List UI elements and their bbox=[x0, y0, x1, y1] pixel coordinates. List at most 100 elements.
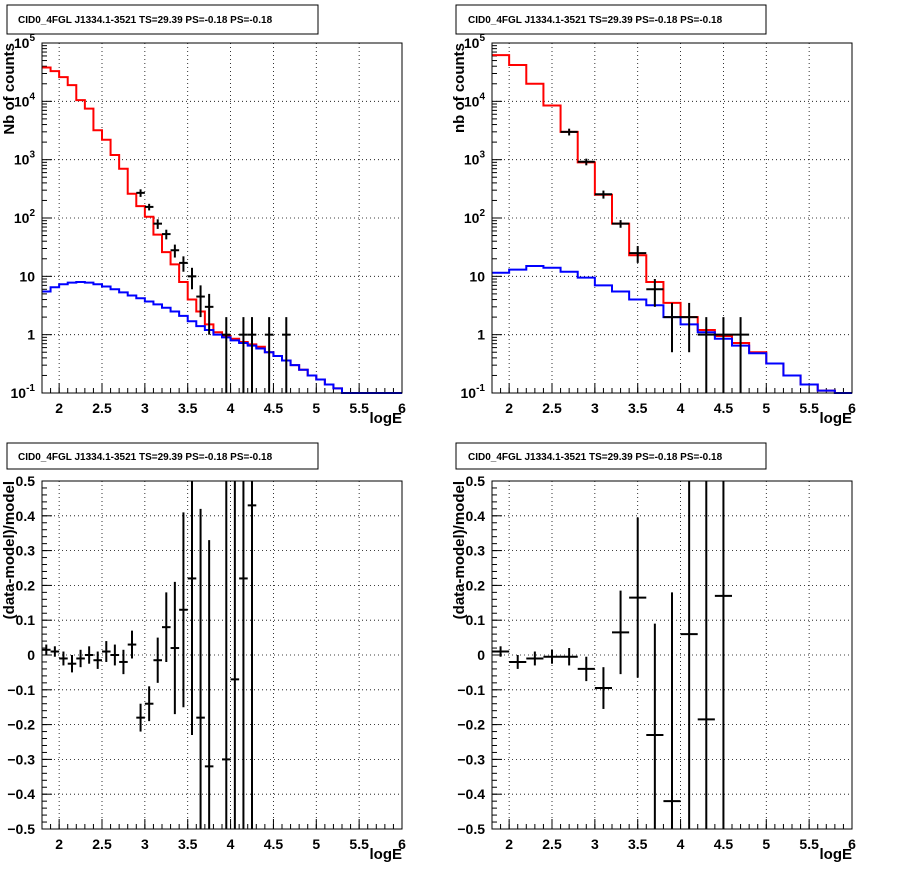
chart-title: CID0_4FGL J1334.1-3521 TS=29.39 PS=-0.18… bbox=[18, 452, 273, 463]
y-tick-label: 10 bbox=[19, 268, 35, 284]
x-tick-label: 5 bbox=[312, 836, 320, 852]
y-tick-label: −0.2 bbox=[7, 717, 35, 733]
title-box bbox=[6, 4, 319, 35]
y-tick-label: 0.5 bbox=[16, 473, 36, 489]
chart-title: CID0_4FGL J1334.1-3521 TS=29.39 PS=-0.18… bbox=[18, 15, 273, 26]
x-tick-label: 3 bbox=[141, 400, 149, 416]
panel-bottom-right: CID0_4FGL J1334.1-3521 TS=29.39 PS=-0.18… bbox=[451, 442, 856, 863]
y-tick-label: −0.3 bbox=[457, 751, 485, 767]
y-tick-label: 1 bbox=[27, 327, 35, 343]
x-tick-label: 3 bbox=[141, 836, 149, 852]
x-tick-label: 4.5 bbox=[264, 836, 284, 852]
y-tick-label: 10 bbox=[469, 268, 485, 284]
y-tick-label: 0.1 bbox=[466, 612, 486, 628]
x-tick-label: 3.5 bbox=[628, 836, 648, 852]
y-tick-label: −0.4 bbox=[7, 786, 35, 802]
y-tick-label: 0.2 bbox=[466, 577, 486, 593]
x-tick-label: 6 bbox=[398, 836, 406, 852]
x-tick-label: 3.5 bbox=[178, 400, 198, 416]
title-box bbox=[455, 4, 767, 35]
x-tick-label: 4 bbox=[677, 836, 685, 852]
plot-frame bbox=[491, 42, 853, 394]
chart-title: CID0_4FGL J1334.1-3521 TS=29.39 PS=-0.18… bbox=[468, 15, 723, 26]
x-tick-label: 3 bbox=[591, 400, 599, 416]
x-tick-label: 6 bbox=[848, 836, 856, 852]
title-box bbox=[6, 442, 319, 470]
y-tick-label: 10-1 bbox=[11, 383, 36, 401]
y-tick-label: 0.3 bbox=[466, 543, 486, 559]
x-tick-label: 4.5 bbox=[714, 836, 734, 852]
panel-bottom-left: CID0_4FGL J1334.1-3521 TS=29.39 PS=-0.18… bbox=[1, 442, 406, 863]
y-tick-label: 0.2 bbox=[16, 577, 36, 593]
y-tick-label: 0 bbox=[27, 647, 35, 663]
x-tick-label: 5 bbox=[762, 400, 770, 416]
x-tick-label: 5.5 bbox=[349, 836, 369, 852]
plot-frame bbox=[491, 480, 853, 830]
y-tick-label: 0.5 bbox=[466, 473, 486, 489]
y-tick-label: 103 bbox=[464, 150, 486, 168]
plot-frame bbox=[41, 480, 403, 830]
x-tick-label: 6 bbox=[398, 400, 406, 416]
x-tick-label: 4 bbox=[227, 836, 235, 852]
panel-top-right: CID0_4FGL J1334.1-3521 TS=29.39 PS=-0.18… bbox=[451, 4, 856, 427]
y-tick-label: 0.1 bbox=[16, 612, 36, 628]
y-tick-label: 102 bbox=[14, 208, 36, 226]
x-tick-label: 4.5 bbox=[264, 400, 284, 416]
x-axis-title: logE bbox=[820, 410, 853, 427]
x-tick-label: 6 bbox=[848, 400, 856, 416]
y-tick-label: 104 bbox=[464, 91, 486, 109]
y-tick-label: −0.5 bbox=[457, 821, 485, 837]
x-tick-label: 2 bbox=[55, 400, 63, 416]
x-axis-title: logE bbox=[370, 846, 403, 863]
y-tick-label: −0.5 bbox=[7, 821, 35, 837]
x-tick-label: 5.5 bbox=[799, 836, 819, 852]
y-tick-label: 103 bbox=[14, 150, 36, 168]
x-tick-label: 2 bbox=[55, 836, 63, 852]
plot-area: 2 2.5 3 3.5 4 4.5 5 5.5 6 10-1 1 10 102 103 104 105 logE… bbox=[1, 33, 406, 427]
y-tick-label: −0.3 bbox=[7, 751, 35, 767]
x-tick-label: 3 bbox=[591, 836, 599, 852]
y-tick-label: 1 bbox=[477, 327, 485, 343]
chart-title: CID0_4FGL J1334.1-3521 TS=29.39 PS=-0.18… bbox=[468, 452, 723, 463]
y-tick-label: −0.2 bbox=[457, 717, 485, 733]
x-tick-label: 5.5 bbox=[349, 400, 369, 416]
plot-area: 2 2.5 3 3.5 4 4.5 5 5.5 6 −0.5 −0.4 −0.3 −0.2 −0.1 0 0.… bbox=[451, 473, 856, 863]
y-tick-label: 10-1 bbox=[461, 383, 486, 401]
y-tick-label: 0 bbox=[477, 647, 485, 663]
plot-frame bbox=[41, 42, 403, 394]
y-axis-title: Nb of counts bbox=[1, 43, 18, 135]
model-background-line bbox=[42, 280, 402, 394]
y-tick-label: 0.3 bbox=[16, 543, 36, 559]
panel-top-left: CID0_4FGL J1334.1-3521 TS=29.39 PS=-0.18… bbox=[1, 4, 406, 427]
model-total-line bbox=[42, 66, 402, 394]
x-tick-label: 4.5 bbox=[714, 400, 734, 416]
x-tick-label: 3.5 bbox=[178, 836, 198, 852]
x-axis-title: logE bbox=[370, 410, 403, 427]
title-box bbox=[455, 442, 767, 470]
x-tick-label: 4 bbox=[677, 400, 685, 416]
y-tick-label: −0.1 bbox=[7, 682, 35, 698]
x-tick-label: 5 bbox=[762, 836, 770, 852]
x-tick-label: 3.5 bbox=[628, 400, 648, 416]
y-tick-label: 102 bbox=[464, 208, 486, 226]
y-tick-label: 105 bbox=[14, 33, 36, 51]
y-tick-label: 105 bbox=[464, 33, 486, 51]
y-axis-title: (data-model)/model bbox=[1, 481, 18, 619]
y-axis-title: (data-model)/model bbox=[451, 481, 468, 619]
y-tick-label: 104 bbox=[14, 91, 36, 109]
y-tick-label: 0.4 bbox=[466, 508, 486, 524]
y-tick-label: −0.4 bbox=[457, 786, 485, 802]
x-tick-label: 5.5 bbox=[799, 400, 819, 416]
x-tick-label: 2.5 bbox=[542, 836, 562, 852]
y-axis-title: nb of counts bbox=[451, 43, 468, 133]
x-axis-title: logE bbox=[820, 846, 853, 863]
y-tick-label: 0.4 bbox=[16, 508, 36, 524]
x-tick-label: 2.5 bbox=[92, 836, 112, 852]
plot-area: 2 2.5 3 3.5 4 4.5 5 5.5 6 −0.5 −0.4 −0.3 −0.2 −0.1 0 0.… bbox=[1, 473, 406, 863]
x-tick-label: 2.5 bbox=[542, 400, 562, 416]
x-tick-label: 2.5 bbox=[92, 400, 112, 416]
y-tick-label: −0.1 bbox=[457, 682, 485, 698]
x-tick-label: 2 bbox=[505, 400, 513, 416]
plot-area: 2 2.5 3 3.5 4 4.5 5 5.5 6 10-1 1 10 102 103 104 105 logE… bbox=[451, 33, 856, 427]
